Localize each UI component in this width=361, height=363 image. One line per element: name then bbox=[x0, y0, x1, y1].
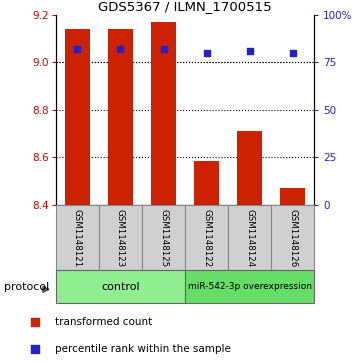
Text: control: control bbox=[101, 282, 140, 292]
Bar bbox=[151, 22, 177, 205]
Text: protocol: protocol bbox=[4, 282, 49, 292]
Point bbox=[161, 46, 166, 52]
Bar bbox=[56, 205, 99, 270]
Text: percentile rank within the sample: percentile rank within the sample bbox=[55, 344, 231, 354]
Bar bbox=[65, 29, 90, 205]
Title: GDS5367 / ILMN_1700515: GDS5367 / ILMN_1700515 bbox=[98, 0, 272, 13]
Point bbox=[32, 346, 38, 352]
Text: GSM1148121: GSM1148121 bbox=[73, 209, 82, 267]
Bar bbox=[99, 205, 142, 270]
Point bbox=[32, 319, 38, 325]
Bar bbox=[142, 205, 185, 270]
Point bbox=[75, 46, 81, 52]
Text: GSM1148123: GSM1148123 bbox=[116, 209, 125, 267]
Text: GSM1148124: GSM1148124 bbox=[245, 209, 254, 267]
Bar bbox=[193, 161, 219, 205]
Bar bbox=[280, 188, 305, 205]
Point bbox=[204, 50, 209, 56]
Point bbox=[118, 46, 123, 52]
Point bbox=[290, 50, 295, 56]
Text: GSM1148126: GSM1148126 bbox=[288, 209, 297, 267]
Text: GSM1148125: GSM1148125 bbox=[159, 209, 168, 267]
Bar bbox=[185, 205, 228, 270]
Bar bbox=[108, 29, 134, 205]
Bar bbox=[56, 270, 185, 303]
Bar bbox=[185, 270, 314, 303]
Bar bbox=[271, 205, 314, 270]
Bar bbox=[237, 131, 262, 205]
Bar bbox=[228, 205, 271, 270]
Text: miR-542-3p overexpression: miR-542-3p overexpression bbox=[188, 282, 312, 291]
Point bbox=[247, 48, 252, 54]
Text: transformed count: transformed count bbox=[55, 318, 152, 327]
Text: GSM1148122: GSM1148122 bbox=[202, 209, 211, 267]
